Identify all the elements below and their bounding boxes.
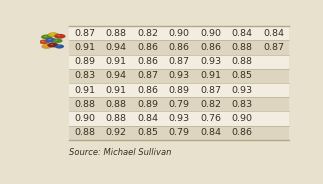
Text: 0.94: 0.94 xyxy=(106,43,127,52)
Text: 0.82: 0.82 xyxy=(200,100,221,109)
Text: 0.88: 0.88 xyxy=(232,43,253,52)
Ellipse shape xyxy=(52,39,62,43)
Text: 0.88: 0.88 xyxy=(74,128,95,137)
Text: 0.79: 0.79 xyxy=(169,100,190,109)
Ellipse shape xyxy=(48,39,51,40)
Text: 0.82: 0.82 xyxy=(137,29,158,38)
Text: 0.84: 0.84 xyxy=(263,29,284,38)
Text: 0.88: 0.88 xyxy=(106,114,127,123)
Ellipse shape xyxy=(47,43,58,47)
Text: 0.93: 0.93 xyxy=(169,114,190,123)
Text: 0.88: 0.88 xyxy=(232,57,253,66)
Bar xyxy=(69,111,289,125)
Ellipse shape xyxy=(41,35,52,39)
Text: 0.90: 0.90 xyxy=(232,114,253,123)
Ellipse shape xyxy=(57,35,60,36)
Ellipse shape xyxy=(54,34,65,38)
Ellipse shape xyxy=(39,40,49,44)
Ellipse shape xyxy=(44,45,47,46)
Ellipse shape xyxy=(48,33,59,37)
Text: 0.91: 0.91 xyxy=(74,43,95,52)
Text: 0.86: 0.86 xyxy=(232,128,253,137)
Text: 0.86: 0.86 xyxy=(200,43,221,52)
Ellipse shape xyxy=(45,38,57,43)
Bar xyxy=(69,40,289,55)
Text: 0.86: 0.86 xyxy=(169,43,190,52)
Text: 0.87: 0.87 xyxy=(263,43,284,52)
Text: 0.91: 0.91 xyxy=(106,57,127,66)
Bar xyxy=(69,125,289,140)
Text: 0.87: 0.87 xyxy=(137,71,158,80)
Text: 0.79: 0.79 xyxy=(169,128,190,137)
Text: 0.86: 0.86 xyxy=(137,43,158,52)
Text: 0.93: 0.93 xyxy=(232,86,253,95)
Text: 0.88: 0.88 xyxy=(106,100,127,109)
Text: 0.84: 0.84 xyxy=(200,128,221,137)
Bar xyxy=(69,97,289,111)
Text: 0.83: 0.83 xyxy=(232,100,253,109)
Bar xyxy=(69,26,289,40)
Ellipse shape xyxy=(50,44,53,45)
Text: 0.92: 0.92 xyxy=(106,128,127,137)
Text: 0.87: 0.87 xyxy=(200,86,221,95)
Text: 0.83: 0.83 xyxy=(74,71,96,80)
Text: 0.89: 0.89 xyxy=(137,100,158,109)
Text: 0.76: 0.76 xyxy=(200,114,221,123)
Bar xyxy=(69,69,289,83)
Text: 0.86: 0.86 xyxy=(137,86,158,95)
Text: 0.90: 0.90 xyxy=(74,114,95,123)
Text: 0.88: 0.88 xyxy=(74,100,95,109)
Text: 0.90: 0.90 xyxy=(169,29,190,38)
Text: 0.89: 0.89 xyxy=(169,86,190,95)
Ellipse shape xyxy=(44,36,47,37)
Text: 0.89: 0.89 xyxy=(74,57,95,66)
Text: 0.91: 0.91 xyxy=(106,86,127,95)
Text: 0.84: 0.84 xyxy=(137,114,158,123)
Ellipse shape xyxy=(42,41,44,42)
Text: 0.94: 0.94 xyxy=(106,71,127,80)
Ellipse shape xyxy=(55,45,64,48)
Text: 0.93: 0.93 xyxy=(200,57,221,66)
Bar xyxy=(69,55,289,69)
Text: 0.91: 0.91 xyxy=(200,71,221,80)
Text: 0.84: 0.84 xyxy=(232,29,253,38)
Text: 0.93: 0.93 xyxy=(169,71,190,80)
Ellipse shape xyxy=(42,44,52,49)
Text: 0.85: 0.85 xyxy=(137,128,158,137)
Text: 0.90: 0.90 xyxy=(200,29,221,38)
Text: 0.87: 0.87 xyxy=(74,29,95,38)
Text: 0.86: 0.86 xyxy=(137,57,158,66)
Text: 0.88: 0.88 xyxy=(106,29,127,38)
Text: 0.87: 0.87 xyxy=(169,57,190,66)
Bar xyxy=(69,83,289,97)
Text: 0.85: 0.85 xyxy=(232,71,253,80)
Text: Source: Michael Sullivan: Source: Michael Sullivan xyxy=(69,148,172,157)
Text: 0.91: 0.91 xyxy=(74,86,95,95)
